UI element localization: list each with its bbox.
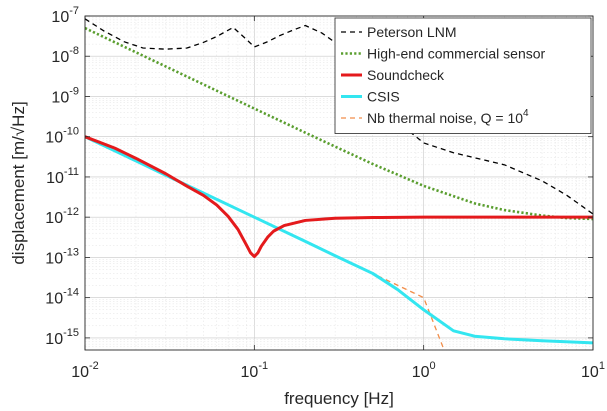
legend-box: [334, 17, 592, 134]
legend-label: CSIS: [367, 89, 400, 105]
x-tick-label: 10-2: [71, 360, 99, 381]
y-tick-label: 10-15: [45, 327, 79, 348]
legend-label: Nb thermal noise, Q = 104: [367, 108, 529, 126]
series-line-soundcheck: [85, 135, 593, 259]
x-axis-label: frequency [Hz]: [284, 389, 394, 408]
y-tick-label: 10-12: [45, 206, 79, 227]
legend: Peterson LNM High-end commercial sensor So…: [334, 17, 592, 134]
y-tick-label: 10-10: [45, 126, 79, 147]
series-line-high-end-commercial-sensor: [85, 26, 593, 221]
legend-label: Soundcheck: [367, 67, 445, 83]
series-line-peterson-lnm: [85, 18, 593, 215]
y-tick-label: 10-7: [51, 5, 79, 26]
axes-box: [84, 15, 594, 351]
tick-labels: 10-2 10-1 100 101 10-15 10-14 10-13 10-12 10-11 1…: [45, 5, 605, 381]
y-axis-label: displacement [m/√Hz]: [9, 101, 28, 264]
x-tick-label: 101: [581, 360, 605, 381]
legend-label: High-end commercial sensor: [367, 46, 546, 62]
y-tick-label: 10-8: [51, 45, 79, 66]
series-layer: [85, 18, 593, 348]
x-tick-label: 10-1: [241, 360, 269, 381]
y-tick-label: 10-11: [46, 166, 79, 187]
x-tick-label: 100: [412, 360, 436, 381]
y-tick-label: 10-9: [51, 85, 79, 106]
y-tick-label: 10-13: [45, 246, 79, 267]
legend-label: Peterson LNM: [367, 24, 456, 40]
y-tick-label: 10-14: [45, 287, 79, 308]
